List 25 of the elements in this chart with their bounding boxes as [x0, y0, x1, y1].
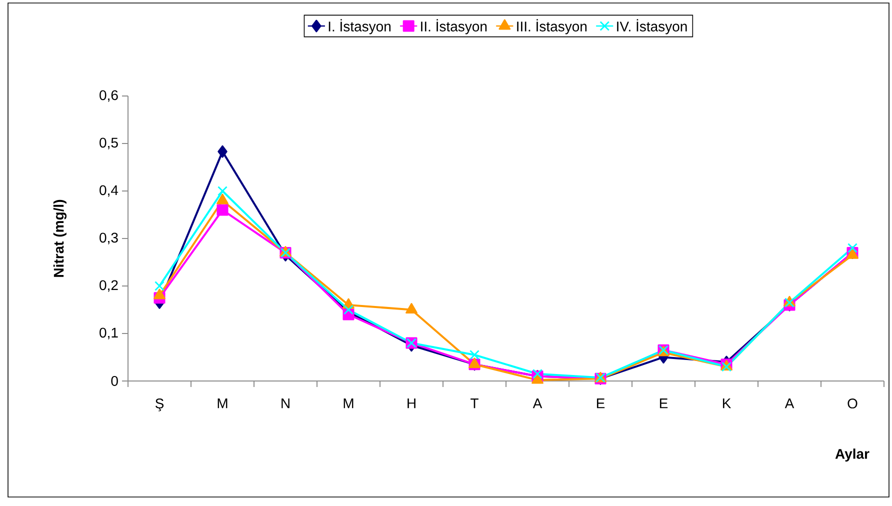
- x-tick-label: E: [596, 398, 605, 408]
- legend-label: II. İstasyon: [421, 19, 487, 34]
- x-tick-label: N: [282, 398, 290, 408]
- x-axis-title: Aylar: [835, 448, 870, 462]
- y-tick-label: 0,6: [100, 90, 118, 102]
- y-tick-label: 0,1: [100, 328, 118, 340]
- x-tick-label: E: [660, 398, 668, 408]
- y-tick-label: 0,3: [100, 232, 118, 244]
- x-tick-label: A: [532, 398, 542, 408]
- legend-label: IV. İstasyon: [617, 19, 687, 34]
- y-tick-label: 0,2: [100, 280, 118, 292]
- x-tick-label: K: [722, 398, 732, 408]
- y-tick-label: 0,5: [100, 138, 118, 150]
- x-tick-label: T: [470, 398, 478, 408]
- x-tick-label: M: [218, 398, 228, 408]
- x-tick-label: A: [784, 398, 794, 408]
- legend-label: III. İstasyon: [517, 19, 587, 34]
- y-axis-title: Nitrat (mg/l): [53, 200, 67, 277]
- legend-label: I. İstasyon: [328, 19, 390, 34]
- y-tick-label: 0: [111, 376, 118, 386]
- y-tick-label: 0,4: [100, 185, 118, 197]
- x-tick-label: Ş: [155, 398, 164, 412]
- x-tick-label: O: [848, 398, 858, 408]
- x-tick-label: H: [408, 398, 416, 408]
- x-tick-label: M: [344, 398, 354, 408]
